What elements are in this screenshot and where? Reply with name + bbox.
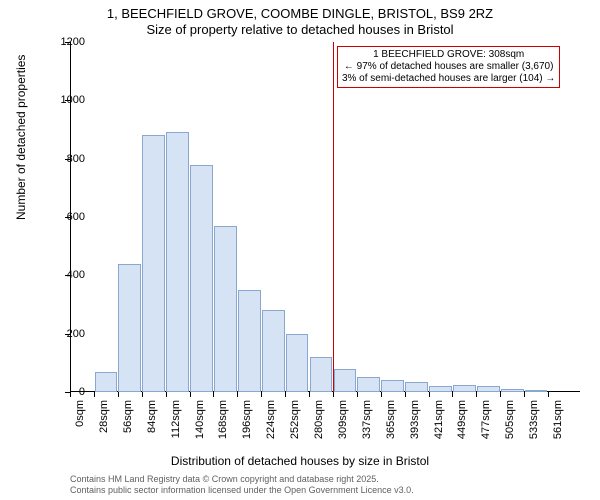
histogram-bar (334, 369, 357, 392)
histogram-bar (381, 380, 404, 392)
histogram-bar (142, 135, 165, 392)
y-tick-label: 400 (45, 269, 85, 281)
annotation-line-3: 3% of semi-detached houses are larger (1… (342, 73, 555, 85)
footer-line-1: Contains HM Land Registry data © Crown c… (70, 474, 414, 485)
x-tick-label: 140sqm (194, 400, 206, 460)
y-tick-label: 200 (45, 328, 85, 340)
x-tick-label: 337sqm (361, 400, 373, 460)
x-tick-label: 421sqm (433, 400, 445, 460)
y-tick-label: 600 (45, 211, 85, 223)
histogram-bar (95, 372, 118, 392)
histogram-bar (262, 310, 285, 392)
x-tick-label: 168sqm (217, 400, 229, 460)
y-tick-label: 1000 (45, 94, 85, 106)
x-tick-label: 0sqm (74, 400, 86, 460)
annotation-box: 1 BEECHFIELD GROVE: 308sqm← 97% of detac… (337, 46, 560, 88)
histogram-bar (525, 390, 548, 392)
histogram-bar (310, 357, 333, 392)
histogram-bar (190, 165, 213, 393)
histogram-bar (286, 334, 309, 392)
histogram-bar (477, 386, 500, 392)
x-tick-label: 56sqm (122, 400, 134, 460)
x-tick-label: 561sqm (552, 400, 564, 460)
x-tick-label: 533sqm (528, 400, 540, 460)
x-tick-label: 505sqm (504, 400, 516, 460)
histogram-bar (166, 132, 189, 392)
chart-title-1: 1, BEECHFIELD GROVE, COOMBE DINGLE, BRIS… (0, 6, 600, 21)
annotation-line-1: 1 BEECHFIELD GROVE: 308sqm (342, 49, 555, 61)
histogram-bar (453, 385, 476, 392)
chart-title-2: Size of property relative to detached ho… (0, 22, 600, 37)
x-tick-label: 112sqm (170, 400, 182, 460)
chart-container: 1, BEECHFIELD GROVE, COOMBE DINGLE, BRIS… (0, 0, 600, 500)
histogram-bar (501, 389, 524, 392)
histogram-bar (405, 382, 428, 392)
histogram-bar (357, 377, 380, 392)
x-tick-label: 449sqm (456, 400, 468, 460)
histogram-bar (214, 226, 237, 392)
reference-line (333, 42, 334, 392)
x-tick-label: 252sqm (289, 400, 301, 460)
histogram-bar (238, 290, 261, 392)
annotation-line-2: ← 97% of detached houses are smaller (3,… (342, 61, 555, 73)
y-axis-label: Number of detached properties (14, 55, 28, 220)
x-tick-label: 280sqm (313, 400, 325, 460)
x-tick-label: 365sqm (385, 400, 397, 460)
x-tick-label: 224sqm (265, 400, 277, 460)
x-tick-label: 84sqm (146, 400, 158, 460)
x-tick-label: 309sqm (337, 400, 349, 460)
y-tick-label: 0 (45, 386, 85, 398)
y-tick-label: 1200 (45, 36, 85, 48)
histogram-bar (429, 386, 452, 392)
histogram-bar (118, 264, 141, 392)
x-tick-label: 28sqm (98, 400, 110, 460)
x-tick-label: 393sqm (409, 400, 421, 460)
footer-line-2: Contains public sector information licen… (70, 485, 414, 496)
y-tick-label: 800 (45, 153, 85, 165)
footer-text: Contains HM Land Registry data © Crown c… (70, 474, 414, 496)
plot-area: 1 BEECHFIELD GROVE: 308sqm← 97% of detac… (70, 42, 580, 392)
x-tick-label: 196sqm (241, 400, 253, 460)
x-tick-label: 477sqm (480, 400, 492, 460)
